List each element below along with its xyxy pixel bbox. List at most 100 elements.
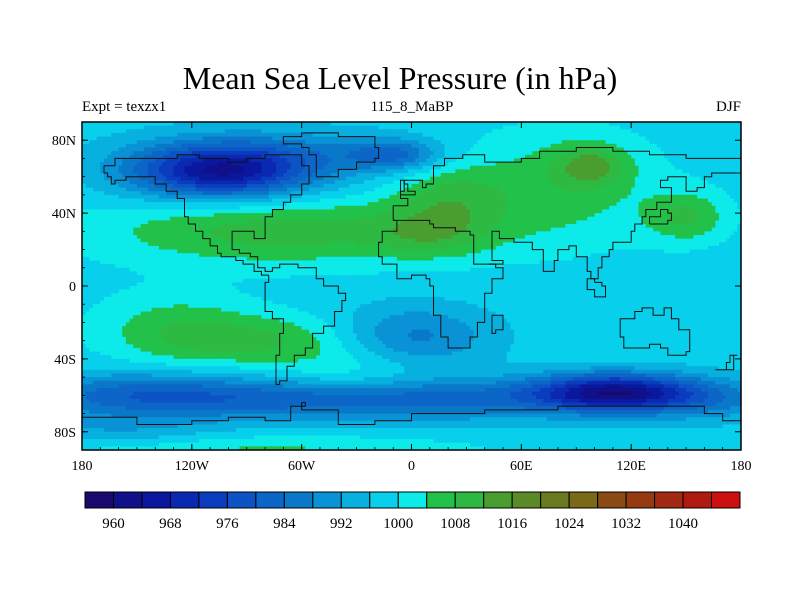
field-cell [528, 191, 533, 196]
field-cell [488, 136, 493, 141]
field-cell [550, 191, 555, 196]
field-cell [352, 180, 358, 185]
field-cell [261, 205, 266, 211]
field-cell [279, 169, 284, 174]
field-cell [678, 202, 684, 207]
field-cell [675, 147, 680, 152]
field-cell [697, 132, 702, 138]
field-cell [510, 216, 515, 221]
field-cell [341, 151, 347, 156]
field-cell [210, 216, 215, 221]
field-cell [276, 154, 281, 160]
field-cell [239, 125, 244, 130]
field-cell [129, 136, 134, 141]
field-cell [276, 151, 281, 156]
field-cell [338, 216, 343, 221]
field-cell [349, 216, 354, 221]
field-cell [334, 216, 339, 221]
field-cell [711, 194, 716, 200]
field-cell [481, 198, 486, 203]
field-cell [459, 173, 464, 178]
field-cell [719, 198, 724, 203]
field-cell [634, 173, 640, 178]
field-cell [169, 187, 175, 192]
field-cell [429, 187, 435, 192]
field-cell [708, 191, 713, 196]
field-cell [301, 158, 306, 163]
field-cell [565, 125, 570, 130]
field-cell [587, 202, 592, 207]
field-cell [514, 191, 519, 196]
field-cell [444, 140, 449, 145]
field-cell [492, 198, 497, 203]
field-cell [700, 143, 705, 149]
field-cell [107, 129, 112, 134]
field-cell [319, 169, 325, 174]
field-cell [290, 191, 295, 196]
field-cell [393, 129, 398, 134]
field-cell [151, 129, 156, 134]
field-cell [737, 132, 741, 138]
field-cell [404, 125, 409, 130]
field-cell [722, 125, 727, 130]
field-cell [697, 122, 702, 127]
field-cell [268, 132, 273, 138]
field-cell [246, 213, 252, 218]
field-cell [466, 154, 471, 160]
field-cell [689, 169, 694, 174]
field-cell [473, 140, 478, 145]
field-cell [546, 125, 552, 130]
field-cell [371, 198, 376, 203]
field-cell [429, 154, 435, 160]
field-cell [298, 194, 303, 200]
field-cell [609, 176, 614, 181]
field-cell [733, 198, 738, 203]
field-cell [631, 205, 636, 211]
field-cell [535, 136, 541, 141]
field-cell [396, 151, 402, 156]
field-cell [246, 165, 252, 170]
field-cell [407, 132, 413, 138]
field-cell [122, 151, 127, 156]
field-cell [711, 176, 716, 181]
field-cell [598, 154, 603, 160]
field-cell [177, 143, 182, 149]
field-cell [576, 151, 581, 156]
field-cell [590, 209, 596, 214]
field-cell [733, 132, 738, 138]
field-cell [144, 180, 149, 185]
field-cell [470, 140, 475, 145]
field-cell [232, 187, 237, 192]
field-cell [338, 125, 343, 130]
field-cell [82, 220, 87, 225]
field-cell [298, 209, 303, 214]
field-cell [330, 140, 336, 145]
field-cell [147, 216, 153, 221]
field-cell [400, 151, 405, 156]
field-cell [396, 147, 402, 152]
field-cell [448, 158, 453, 163]
field-cell [202, 147, 208, 152]
field-cell [243, 213, 248, 218]
field-cell [514, 162, 519, 167]
field-cell [224, 216, 230, 221]
field-cell [675, 132, 680, 138]
field-cell [349, 194, 354, 200]
field-cell [224, 209, 230, 214]
field-cell [715, 202, 720, 207]
field-cell [272, 129, 277, 134]
field-cell [642, 136, 647, 141]
field-cell [349, 187, 354, 192]
field-cell [568, 183, 574, 189]
field-cell [532, 180, 537, 185]
field-cell [184, 194, 189, 200]
field-cell [210, 176, 215, 181]
field-cell [565, 176, 570, 181]
field-cell [177, 183, 182, 189]
field-cell [199, 213, 204, 218]
field-cell [451, 187, 457, 192]
field-cell [667, 125, 673, 130]
field-cell [481, 213, 486, 218]
field-cell [568, 202, 574, 207]
field-cell [92, 194, 98, 200]
